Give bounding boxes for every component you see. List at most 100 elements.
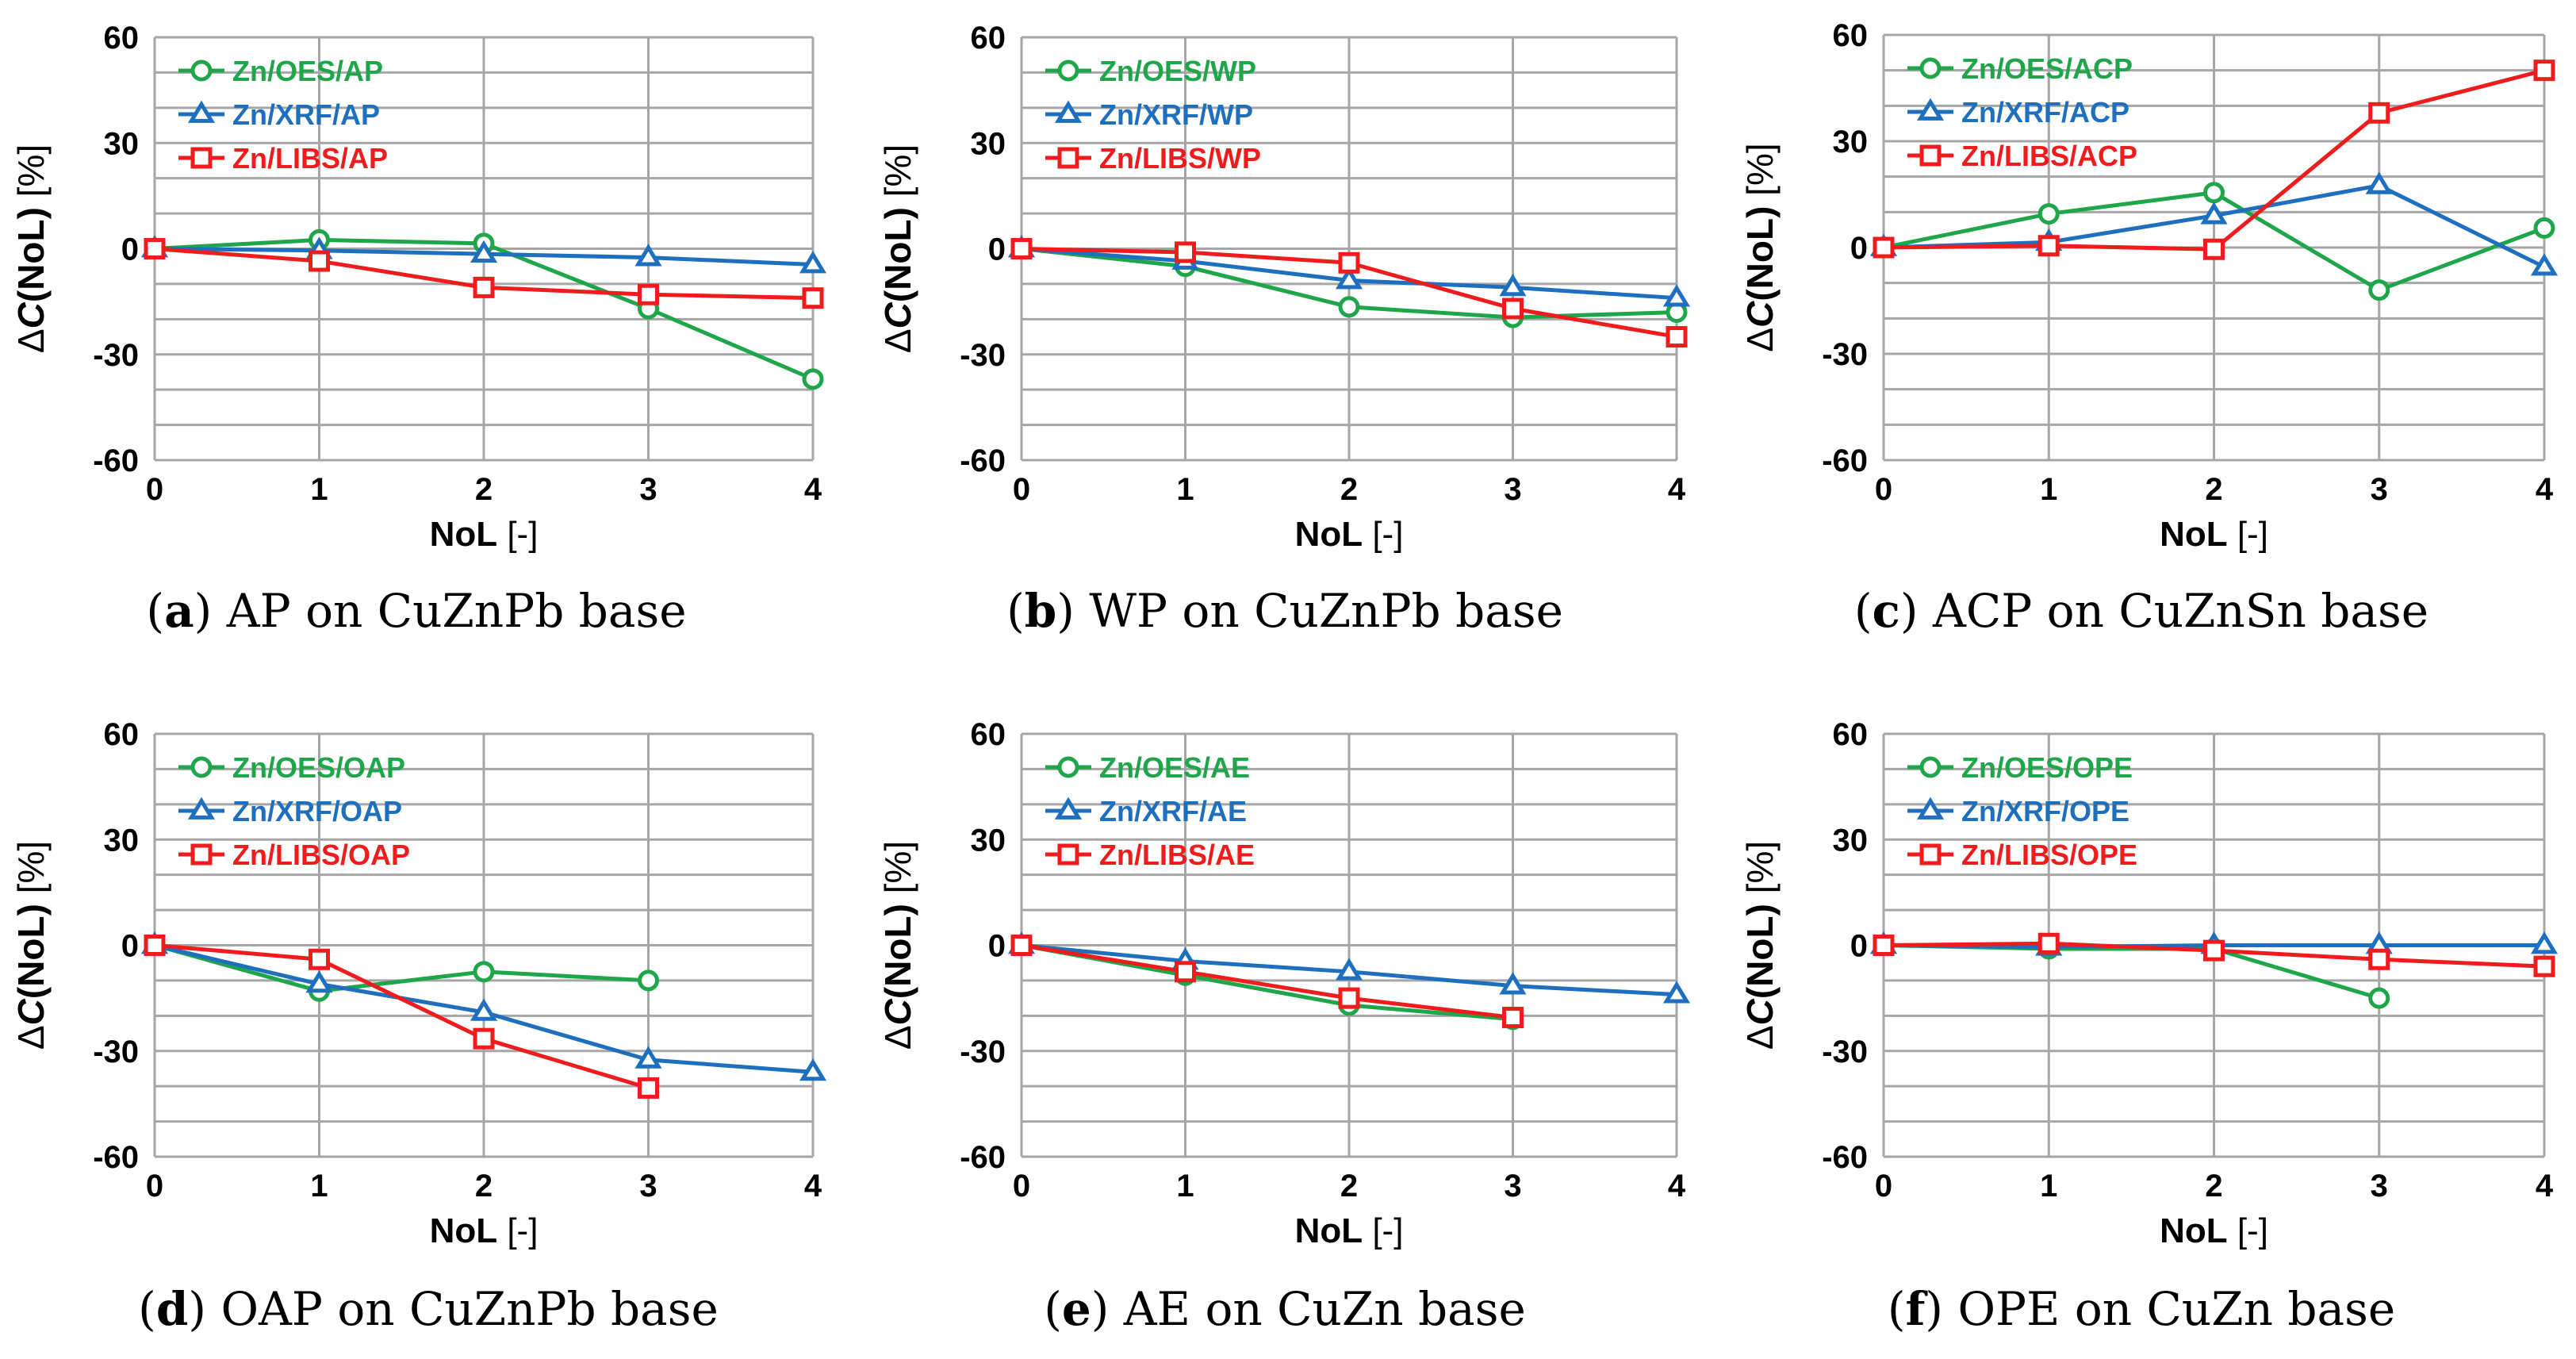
chart-panel-c: -60 -30 0 30 60 0 1 2 3 4 NoL [-] ΔC(NoL) [%] Zn/OES… <box>1739 18 2559 554</box>
legend-entry: Zn/LIBS/AP <box>232 142 388 175</box>
square-marker <box>1502 298 1524 320</box>
x-tick-label: 1 <box>310 472 328 507</box>
x-tick-label: 1 <box>310 1169 328 1204</box>
x-tick-label: 4 <box>2536 1169 2554 1204</box>
circle-marker <box>2203 182 2225 204</box>
chart-panel-d: -60 -30 0 30 60 0 1 2 3 4 NoL [-] ΔC(NoL) [%] Zn/OES… <box>10 717 827 1250</box>
triangle-marker <box>1054 100 1083 123</box>
circle-marker <box>1919 57 1942 79</box>
circle-marker <box>1338 296 1360 318</box>
circle-marker <box>802 368 824 390</box>
circle-marker <box>638 969 659 992</box>
circle-marker <box>473 961 495 983</box>
x-tick-label: 0 <box>146 472 163 507</box>
legend-entry: Zn/LIBS/OAP <box>232 839 410 871</box>
y-tick-label: -60 <box>1822 443 1868 478</box>
square-marker <box>802 287 824 309</box>
y-tick-label: 0 <box>1850 929 1868 964</box>
triangle-marker <box>305 969 333 993</box>
triangle-marker <box>634 244 662 267</box>
square-marker <box>144 238 166 259</box>
legend-entry: Zn/XRF/AP <box>232 98 380 131</box>
triangle-marker <box>2365 171 2393 194</box>
legend-entry: Zn/LIBS/WP <box>1099 142 1261 175</box>
legend-entry: Zn/OES/AE <box>1099 751 1250 784</box>
x-tick-label: 2 <box>475 1169 493 1204</box>
legend-entry: Zn/LIBS/ACP <box>1961 140 2137 172</box>
square-marker <box>2037 235 2060 257</box>
series-libs <box>1873 60 2555 260</box>
triangle-marker <box>1499 273 1527 297</box>
y-tick-label: -30 <box>93 1035 139 1069</box>
caption-f: (f) OPE on CuZn base <box>1888 1282 2395 1336</box>
y-axis-label: ΔC(NoL) [%] <box>10 841 52 1050</box>
x-tick-label: 2 <box>1340 472 1358 507</box>
triangle-marker <box>470 998 498 1021</box>
triangle-marker <box>2530 253 2559 276</box>
legend-entry: Zn/XRF/AE <box>1099 795 1247 827</box>
legend: Zn/OES/OPE Zn/XRF/OPE Zn/LIBS/OPE <box>1907 751 2137 871</box>
y-axis-label: ΔC(NoL) [%] <box>1739 143 1781 351</box>
caption-d: (d) OAP on CuZnPb base <box>138 1282 719 1336</box>
legend: Zn/OES/ACP Zn/XRF/ACP Zn/LIBS/ACP <box>1907 52 2137 172</box>
x-tick-label: 4 <box>1668 472 1686 507</box>
x-tick-label: 2 <box>475 472 493 507</box>
series-libs <box>144 238 824 309</box>
y-tick-label: -30 <box>960 338 1006 373</box>
circle-marker <box>190 756 213 778</box>
caption-e: (e) AE on CuZn base <box>1044 1282 1526 1336</box>
triangle-marker <box>1054 797 1083 820</box>
legend-entry: Zn/OES/OAP <box>232 751 405 784</box>
legend-entry: Zn/XRF/OPE <box>1961 795 2129 827</box>
y-tick-label: -30 <box>1822 1035 1868 1069</box>
square-marker <box>1919 144 1942 167</box>
square-marker <box>1010 238 1033 259</box>
x-tick-label: 1 <box>2040 472 2057 507</box>
y-tick-label: 0 <box>1850 231 1868 266</box>
y-tick-label: 30 <box>104 126 140 161</box>
circle-marker <box>2368 279 2390 301</box>
x-tick-label: 1 <box>2040 1169 2057 1204</box>
y-tick-label: 0 <box>121 232 139 267</box>
x-tick-label: 2 <box>2205 1169 2222 1204</box>
y-tick-label: 60 <box>104 717 140 752</box>
square-marker <box>2037 932 2060 954</box>
chart-panel-a: -60 -30 0 30 60 0 1 2 3 4 NoL [-] ΔC(NoL) [%] Zn/OES… <box>10 21 827 554</box>
series-line <box>154 943 650 1090</box>
legend: Zn/OES/WP Zn/XRF/WP Zn/LIBS/WP <box>1045 55 1261 175</box>
y-axis-label: ΔC(NoL) [%] <box>10 144 52 353</box>
y-axis-label: ΔC(NoL) [%] <box>1739 841 1781 1050</box>
x-tick-label: 4 <box>2536 472 2554 507</box>
y-tick-label: 0 <box>121 929 139 964</box>
y-tick-label: 30 <box>1833 125 1869 159</box>
legend-entry: Zn/LIBS/OPE <box>1961 839 2137 871</box>
y-tick-label: -60 <box>93 443 139 478</box>
square-marker <box>190 843 213 866</box>
chart-panel-b: -60 -30 0 30 60 0 1 2 3 4 NoL [-] ΔC(NoL) [%] Zn/OES… <box>877 21 1691 554</box>
legend-entry: Zn/XRF/ACP <box>1961 96 2129 129</box>
triangle-marker <box>1916 98 1945 121</box>
series-libs <box>144 935 659 1099</box>
square-marker <box>1175 241 1196 263</box>
square-marker <box>473 1027 495 1050</box>
triangle-marker <box>470 240 498 263</box>
square-marker <box>1057 147 1079 169</box>
caption-a: (a) AP on CuZnPb base <box>146 584 686 638</box>
y-tick-label: 60 <box>971 21 1006 56</box>
x-tick-label: 4 <box>1668 1169 1686 1204</box>
legend-entry: Zn/OES/AP <box>232 55 383 87</box>
square-marker <box>1666 326 1688 348</box>
y-tick-label: 0 <box>988 232 1006 267</box>
triangle-marker <box>634 1046 662 1069</box>
x-tick-label: 3 <box>639 1169 657 1204</box>
circle-marker <box>1919 756 1942 778</box>
triangle-marker <box>1335 958 1363 981</box>
x-axis-label: NoL [-] <box>2160 515 2268 554</box>
y-tick-label: 30 <box>971 126 1006 161</box>
x-tick-label: 0 <box>1013 1169 1030 1204</box>
triangle-marker <box>187 797 216 820</box>
square-marker <box>638 283 659 305</box>
square-marker <box>2533 955 2555 977</box>
circle-marker <box>2533 217 2555 239</box>
